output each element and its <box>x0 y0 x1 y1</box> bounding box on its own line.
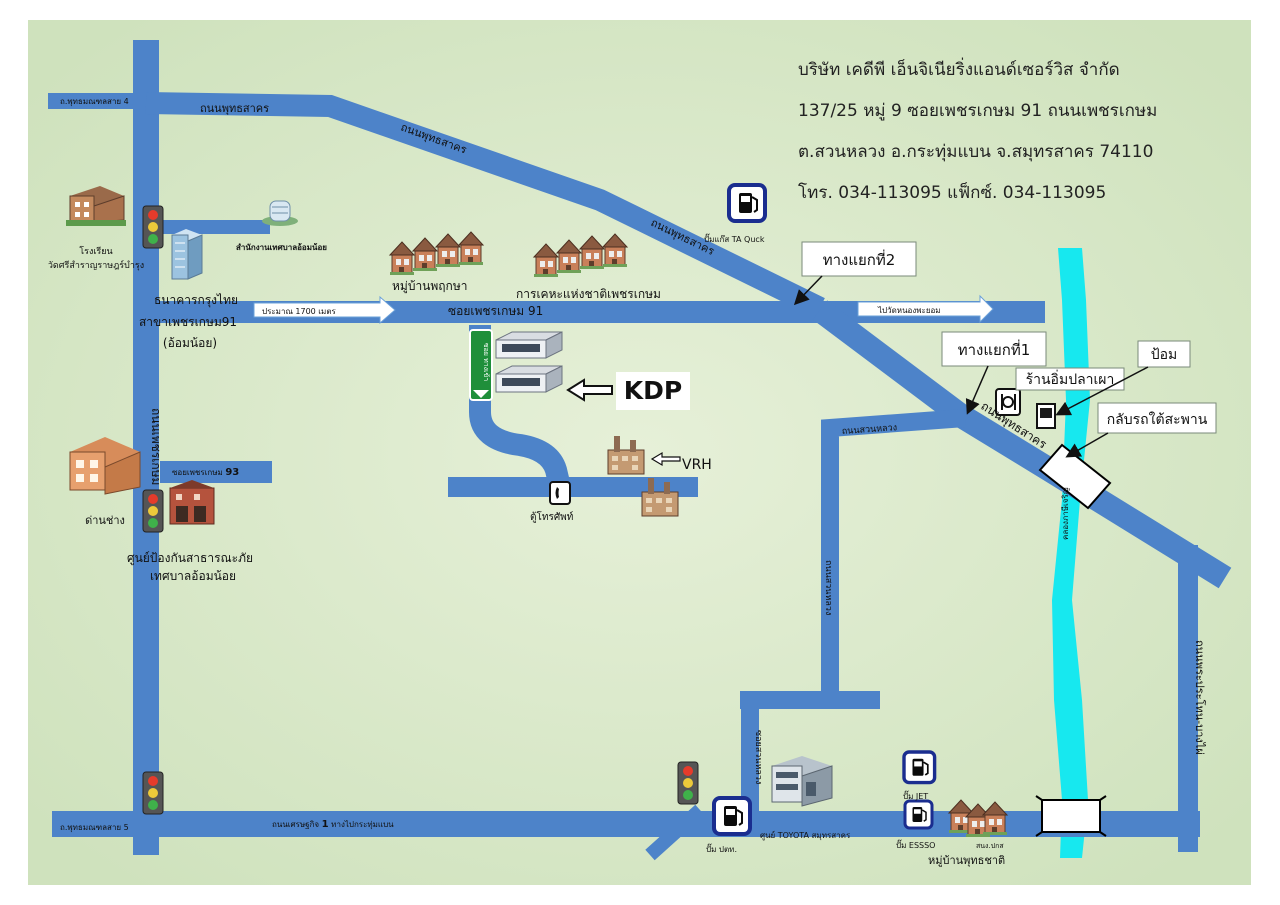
pom-box <box>1137 340 1191 368</box>
fuel-pump-icon-esso <box>903 799 934 830</box>
road-label-klong-v: ซอยสวนหลวง <box>753 730 763 784</box>
road-label-right: ถนนพระประโทน-บางไผ่ <box>1193 640 1207 755</box>
place-label-vrh: VRH <box>682 457 712 473</box>
place-label-school2: วัดศรีสำราญราษฎร์บำรุง <box>48 259 144 271</box>
municipal-building-icon <box>262 200 298 226</box>
road-label-canal: คลองภาษีเจริญ <box>1061 487 1070 540</box>
place-label-village2: หมู่บ้านพุทธชาติ <box>928 854 1005 867</box>
bank-tower-icon <box>171 229 203 280</box>
green-sign <box>469 329 493 401</box>
road-label-distance: ประมาณ 1700 เมตร <box>262 307 337 316</box>
arrow-from-petchkasem <box>253 295 396 325</box>
junction1-label: ทางแยกที่1 <box>958 339 1031 359</box>
road-kdp-access <box>469 325 571 490</box>
traffic-light-icon-2 <box>142 489 164 533</box>
road-label-suanluang-v: ถนนสวนหลวง <box>823 560 833 615</box>
guard-post-icon <box>1036 403 1056 429</box>
kdp-label: KDP <box>616 372 690 410</box>
vrh-arrow <box>650 451 681 467</box>
road-suanluang <box>821 409 966 700</box>
traffic-light-icon-4 <box>677 761 699 805</box>
customs-building-icon <box>69 437 141 495</box>
place-label-bank2: สาขาเพชรเกษม91 <box>139 315 237 329</box>
junction1-arrow <box>965 365 989 415</box>
company-info: บริษัท เคดีพี เอ็นจิเนียริ่งแอนด์เซอร์วิ… <box>798 50 1157 214</box>
school-building-icon <box>66 186 126 226</box>
company-name: บริษัท เคดีพี เอ็นจิเนียริ่งแอนด์เซอร์วิ… <box>798 60 1120 80</box>
place-label-disaster2: เทศบาลอ้อมน้อย <box>150 569 236 583</box>
road-label-omnoi4: ถ.พุทธมณฑลสาย 4 <box>60 97 129 106</box>
fire-station-icon <box>169 480 215 525</box>
telephone-icon <box>549 481 571 505</box>
road-label-to-omnoi: ไปวัดหนองพะยอม <box>877 306 941 315</box>
company-address1: 137/25 หมู่ 9 ซอยเพชรเกษม 91 ถนนเพชรเกษม <box>798 101 1158 121</box>
canal <box>1052 248 1090 858</box>
junction1-box <box>941 331 1047 367</box>
road-buddhasakhon-top <box>145 92 825 318</box>
junction2-arrow <box>793 275 823 306</box>
bridge-icon-top <box>1038 443 1112 510</box>
traffic-light-icon-1 <box>142 205 164 249</box>
village-houses-icon-3 <box>948 799 1008 838</box>
toyota-building-icon <box>771 756 833 807</box>
kdp-warehouse-icon <box>495 365 563 393</box>
place-label-school1: โรงเรียน <box>79 246 112 257</box>
uturn-label: กลับรถใต้สะพาน <box>1107 411 1208 428</box>
fuel-pump-icon-ptt <box>712 796 752 836</box>
company-address2: ต.สวนหลวง อ.กระทุ่มแบน จ.สมุทรสาคร 74110 <box>798 142 1154 162</box>
place-label-customs: ด่านช่าง <box>85 514 125 527</box>
uturn-box <box>1097 402 1217 434</box>
place-label-esso: ปั๊ม ESSSO <box>896 839 935 850</box>
place-label-housing: การเคหะแห่งชาติเพชรเกษม <box>516 287 661 301</box>
green-sign-label: ซอย ทางเข้า <box>482 343 490 381</box>
place-label-village1: หมู่บ้านพฤกษา <box>392 279 467 294</box>
warehouse-icon-1 <box>495 331 563 359</box>
road-buddhasakhon-lower <box>812 300 1232 589</box>
place-label-jet: ปั๊ม JET <box>903 790 928 801</box>
arrow-to-omnoi <box>857 294 994 324</box>
place-label-bank3: (อ้อมน้อย) <box>163 336 217 350</box>
place-label-disaster1: ศูนย์ป้องกันสาธารณะภัย <box>127 551 253 566</box>
place-label-smallvillage: สนง.ปกส <box>976 842 1004 850</box>
junction2-box <box>801 241 917 277</box>
fuel-pump-icon-ta <box>727 183 767 223</box>
restaurant-label: ร้านอิ่มปลาเผา <box>1026 370 1115 388</box>
place-label-ptt-ta: ปั๊มแก๊ส TA Quck <box>704 233 765 244</box>
bridge-icon-bottom <box>1035 795 1107 837</box>
place-label-municipal: สำนักงานเทศบาลอ้อมน้อย <box>236 242 327 252</box>
road-ptt-spur <box>645 804 705 861</box>
junction2-label: ทางแยกที่2 <box>823 249 896 269</box>
road-label-omnoi5: ถ.พุทธมณฑลสาย 5 <box>60 823 129 832</box>
road-label-suanluang: ถนนสวนหลวง <box>842 423 898 437</box>
place-label-bank1: ธนาคารกรุงไทย <box>154 293 238 308</box>
company-phone: โทร. 034-113095 แฟ็กซ์. 034-113095 <box>798 183 1107 203</box>
traffic-light-icon-3 <box>142 771 164 815</box>
place-label-phone: ตู้โทรศัพท์ <box>530 510 573 523</box>
kdp-arrow <box>566 378 613 402</box>
road-label-settakit: ถนนเศรษฐกิจ 1 ทางไปกระทุ่มแบน <box>272 819 394 830</box>
pom-arrow <box>1055 366 1149 416</box>
road-label-petchkasem: ถนนเพชรเกษม <box>149 408 163 485</box>
place-label-toyota: ศูนย์ TOYOTA สมุทรสาคร <box>760 830 851 841</box>
road-label-soi93: ซอยเพชรเกษม 93 <box>172 467 239 478</box>
place-label-ptt: ปั๊ม ปตท. <box>706 843 737 854</box>
road-label-soi91: ซอยเพชรเกษม 91 <box>448 304 543 318</box>
restaurant-icon <box>995 388 1021 416</box>
pom-label: ป้อม <box>1151 347 1178 363</box>
uturn-arrow <box>1065 432 1109 458</box>
road-label-buddhasakhon-top: ถนนพุทธสาคร <box>200 102 269 115</box>
fuel-pump-icon-jet <box>902 750 937 785</box>
